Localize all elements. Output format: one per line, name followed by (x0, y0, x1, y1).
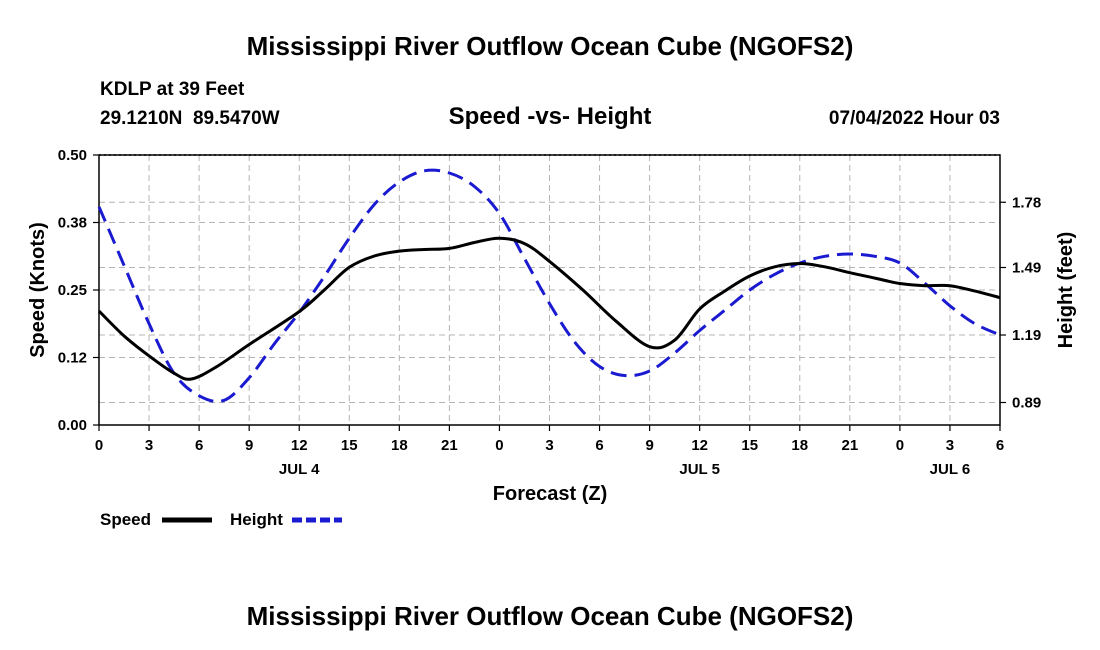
x-tick-label: 0 (896, 437, 904, 454)
series-speed-line (97, 236, 1001, 381)
x-tick-label: 3 (946, 437, 954, 454)
x-tick-label: 18 (391, 437, 408, 454)
top-title: Mississippi River Outflow Ocean Cube (NG… (247, 31, 854, 61)
coordinates-label: 29.1210N 89.5470W (100, 108, 280, 129)
grid-lines (99, 154, 1000, 425)
y-right-tick-label: 0.89 (1012, 395, 1041, 412)
x-tick-label: 0 (495, 437, 503, 454)
x-axis-label: Forecast (Z) (493, 483, 607, 505)
x-tick-label: 9 (245, 437, 253, 454)
x-tick-label: 6 (996, 437, 1004, 454)
x-tick-label: 9 (645, 437, 653, 454)
y-right-tick-label: 1.78 (1012, 194, 1041, 211)
day-label: JUL 6 (930, 461, 971, 478)
x-tick-label: 6 (595, 437, 603, 454)
legend-speed-label: Speed (100, 510, 151, 529)
x-tick-label: 21 (841, 437, 858, 454)
series-height-line (97, 168, 1001, 403)
day-label: JUL 5 (679, 461, 720, 478)
legend: Speed Height (100, 510, 342, 529)
chart-title: Speed -vs- Height (449, 103, 652, 130)
y-left-tick-label: 0.38 (58, 215, 87, 232)
x-tick-label: 12 (291, 437, 308, 454)
x-tick-label: 6 (195, 437, 203, 454)
day-label: JUL 4 (279, 461, 320, 478)
y-axis-left-label: Speed (Knots) (27, 222, 49, 358)
y-left-tick-label: 0.00 (58, 417, 87, 434)
x-tick-label: 12 (691, 437, 708, 454)
forecast-datetime: 07/04/2022 Hour 03 (829, 108, 1000, 129)
legend-height-label: Height (230, 510, 283, 529)
y-left-tick-label: 0.50 (58, 147, 87, 164)
x-tick-label: 15 (741, 437, 758, 454)
x-tick-label: 21 (441, 437, 458, 454)
station-label: KDLP at 39 Feet (100, 79, 245, 100)
y-right-tick-label: 1.19 (1012, 327, 1041, 344)
x-tick-label: 3 (145, 437, 153, 454)
x-tick-label: 18 (791, 437, 808, 454)
y-left-tick-label: 0.25 (58, 282, 87, 299)
y-axis-right-label: Height (feet) (1055, 232, 1077, 349)
bottom-title: Mississippi River Outflow Ocean Cube (NG… (247, 601, 854, 631)
x-tick-label: 15 (341, 437, 358, 454)
y-right-tick-label: 1.49 (1012, 260, 1041, 277)
x-tick-label: 3 (545, 437, 553, 454)
y-axis-left: 0.00 0.12 0.25 0.38 0.50 (58, 147, 99, 434)
x-axis: 0 3 6 9 12 15 18 21 0 3 6 9 12 15 18 21 0 3 6 JUL 4 JUL 5 JUL… (95, 425, 1004, 478)
x-tick-label: 0 (95, 437, 103, 454)
series-lines (97, 168, 1001, 403)
y-axis-right: 0.89 1.19 1.49 1.78 (1000, 194, 1041, 412)
y-left-tick-label: 0.12 (58, 350, 87, 367)
